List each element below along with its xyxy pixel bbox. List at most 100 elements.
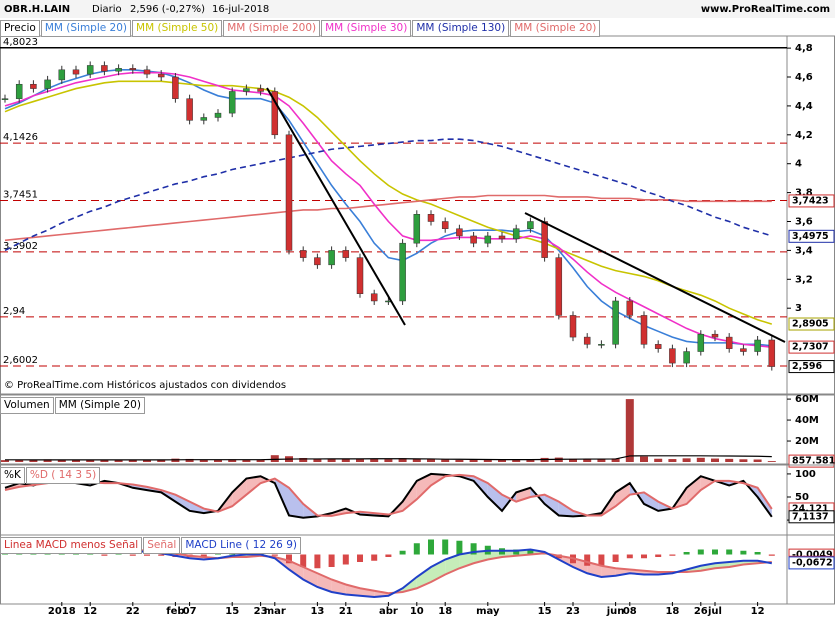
histogram-bar: [328, 554, 335, 567]
candle: [314, 257, 321, 266]
candle: [527, 221, 534, 229]
histogram-bar: [513, 549, 520, 555]
histogram-bar: [626, 554, 633, 559]
candle: [243, 88, 250, 92]
y-tick-label: 3: [795, 303, 802, 314]
volume-bar: [412, 458, 421, 462]
candle: [470, 235, 477, 244]
y-tick-label: 3,2: [795, 274, 813, 285]
candle: [498, 235, 506, 240]
legend: %K %D ( 14 3 5): [0, 467, 101, 484]
x-tick-label: 15: [225, 606, 239, 617]
candle: [44, 79, 51, 89]
band-fill: [289, 487, 304, 518]
volume-bar: [313, 459, 322, 462]
candle: [1, 98, 9, 100]
y-tick-label: 20M: [795, 436, 819, 447]
histogram-bar: [712, 549, 718, 555]
histogram-bar: [598, 554, 605, 566]
value-marker-label: 2,8905: [792, 319, 829, 330]
legend-item: Linea MACD menos Señal: [0, 537, 143, 554]
candle: [598, 344, 605, 346]
volume-bar: [427, 459, 435, 462]
band-fill: [246, 476, 261, 495]
header-bar: [0, 0, 835, 18]
value-marker-label: -0,0049: [792, 550, 833, 561]
volume-bar: [43, 459, 52, 462]
volume-bar: [753, 459, 762, 462]
volume-bar: [341, 459, 350, 462]
series-line: [4, 194, 772, 242]
histogram-bar: [101, 554, 108, 556]
x-tick-label: 10: [410, 606, 424, 617]
candle: [413, 214, 421, 244]
histogram-bar: [271, 554, 278, 556]
y-tick-label: 60M: [795, 394, 819, 405]
band-fill: [416, 473, 431, 500]
volume-bar: [114, 460, 123, 462]
volume-bar: [128, 459, 137, 462]
volume-bar: [526, 459, 535, 462]
candle: [214, 112, 222, 118]
histogram-bar: [300, 554, 307, 567]
histogram-bar: [669, 554, 676, 556]
legend-item: Señal: [143, 537, 181, 554]
candle: [328, 250, 335, 266]
candle: [72, 69, 80, 75]
value-marker: [788, 317, 835, 331]
volume-bar: [696, 457, 705, 462]
candle: [626, 300, 634, 316]
volume-bar: [356, 458, 364, 462]
x-tick-label: may: [476, 606, 500, 617]
histogram-bar: [683, 552, 690, 555]
symbol: OBR.H.LAIN: [4, 4, 70, 15]
candle: [186, 98, 193, 121]
candle: [15, 83, 23, 99]
series-line: [4, 472, 773, 519]
y-tick-label: 4,6: [795, 72, 813, 83]
histogram-bar: [215, 554, 221, 555]
volume-bar: [256, 459, 265, 462]
volume-bar: [611, 458, 620, 462]
volume-bar: [654, 458, 663, 462]
volume-bar: [625, 399, 634, 462]
legend: Precio MM (Simple 20) MM (Simple 50) MM (Si…: [0, 20, 601, 37]
x-tick-label: jun: [606, 606, 625, 617]
x-tick-label: 12: [83, 606, 97, 617]
value-marker: [788, 454, 835, 468]
volume-bar: [185, 458, 194, 462]
band-fill: [189, 501, 204, 514]
value-marker-label: 24,121: [792, 503, 829, 514]
level-label: 3,3902: [3, 241, 38, 252]
histogram-bar: [87, 554, 94, 555]
band-fill: [431, 559, 446, 582]
y-tick-label: 4: [795, 159, 802, 170]
level-label: 4,1426: [3, 132, 38, 143]
y-tick-label: 40M: [795, 415, 819, 426]
candle: [157, 73, 165, 78]
volume-bar: [469, 459, 478, 462]
x-tick-label: 12: [751, 606, 765, 617]
candle: [512, 228, 520, 240]
candle: [541, 221, 548, 258]
candle: [30, 83, 37, 89]
band-fill: [686, 476, 701, 504]
date: 16-jul-2018: [212, 4, 269, 15]
period: Diario: [92, 4, 122, 15]
value-marker: [788, 194, 835, 208]
candle: [285, 134, 293, 251]
histogram-bar: [399, 550, 406, 555]
volume-bar: [498, 459, 506, 462]
y-tick-label: 3,8: [795, 188, 813, 199]
candle: [669, 348, 676, 364]
histogram-bar: [768, 554, 775, 556]
histogram-bar: [129, 554, 136, 556]
volume-bar: [242, 459, 251, 462]
volume-bar: [767, 461, 776, 462]
x-tick-label: 13: [310, 606, 324, 617]
volume-bar: [384, 459, 393, 462]
volume-bar: [398, 458, 407, 462]
volume-bar: [583, 459, 592, 462]
value-marker-label: 3,7423: [792, 195, 829, 206]
volume-bar: [725, 458, 734, 462]
